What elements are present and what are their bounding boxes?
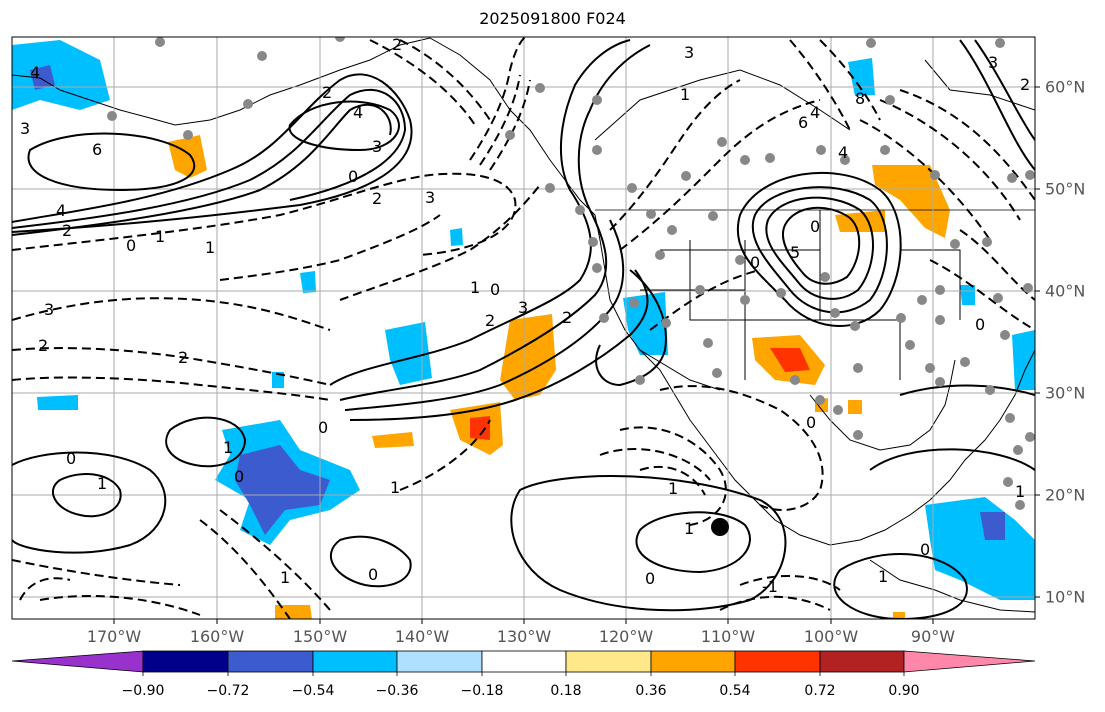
contour-label: 2 bbox=[485, 311, 495, 330]
dashed-contours bbox=[12, 37, 1035, 619]
contour-label: 1 bbox=[680, 85, 690, 104]
colorbar-tick-label: −0.54 bbox=[291, 683, 335, 699]
longitude-label: 140°W bbox=[394, 627, 450, 646]
station-dots bbox=[107, 37, 1035, 510]
colorbar-segment bbox=[819, 650, 905, 673]
colorbar-segment bbox=[565, 650, 652, 673]
contour-label: 1 bbox=[97, 474, 107, 493]
contour-label: 2 bbox=[322, 83, 332, 102]
colorbar-extend-high bbox=[903, 650, 1036, 673]
contour-label: 8 bbox=[855, 89, 865, 108]
contour-label: 2 bbox=[1020, 75, 1030, 94]
colorbar-tick-label: 0.54 bbox=[719, 683, 751, 699]
location-marker bbox=[711, 518, 729, 536]
colorbar-segment bbox=[650, 650, 736, 673]
colorbar-tick-label: −0.72 bbox=[206, 683, 250, 699]
latitude-label: 20°N bbox=[1045, 485, 1086, 505]
graticule bbox=[12, 37, 1035, 619]
contour-label: 6 bbox=[92, 140, 102, 159]
latitude-label: 50°N bbox=[1045, 179, 1086, 199]
contour-label: 5 bbox=[790, 243, 800, 262]
longitude-label: 130°W bbox=[496, 627, 552, 646]
contour-label: 0 bbox=[368, 565, 378, 584]
contour-label: 0 bbox=[318, 418, 328, 437]
latitude-label: 60°N bbox=[1045, 77, 1086, 97]
longitude-label: 110°W bbox=[700, 627, 756, 646]
colorbar-segment bbox=[734, 650, 821, 673]
contour-label: -1 bbox=[762, 577, 778, 596]
latitude-label: 30°N bbox=[1045, 383, 1086, 403]
colorbar-segment bbox=[396, 650, 483, 673]
contour-label: 4 bbox=[838, 143, 848, 162]
contour-label: 0 bbox=[645, 569, 655, 588]
contour-label: 0 bbox=[750, 253, 760, 272]
contour-label: 2 bbox=[392, 35, 402, 54]
colorbar-tick-label: 0.36 bbox=[635, 683, 667, 699]
colorbar-segment bbox=[227, 650, 314, 673]
contour-label: 2 bbox=[372, 189, 382, 208]
contour-label: 2 bbox=[562, 308, 572, 327]
contour-label: 3 bbox=[684, 43, 694, 62]
latitude-label: 40°N bbox=[1045, 281, 1086, 301]
contour-label: 4 bbox=[56, 201, 66, 220]
colorbar-segment bbox=[481, 650, 567, 673]
contour-label: 3 bbox=[44, 300, 54, 319]
contour-label: 1 bbox=[1015, 482, 1025, 501]
contour-label: 0 bbox=[348, 167, 358, 186]
solid-contours bbox=[12, 39, 1035, 619]
colorbar-segment bbox=[142, 650, 229, 673]
contour-label: 3 bbox=[988, 53, 998, 72]
contour-label: 6 bbox=[798, 113, 808, 132]
contour-label: 1 bbox=[205, 238, 215, 257]
contour-label: 4 bbox=[353, 103, 363, 122]
colorbar-segment bbox=[312, 650, 398, 673]
colorbar-tick-label: −0.90 bbox=[121, 683, 165, 699]
colorbar-extend-low bbox=[11, 650, 144, 673]
contour-label: 0 bbox=[234, 467, 244, 486]
contour-label: 2 bbox=[62, 221, 72, 240]
longitude-label: 120°W bbox=[598, 627, 654, 646]
longitude-label: 160°W bbox=[189, 627, 245, 646]
contour-label: 1 bbox=[668, 479, 678, 498]
contour-label: 0 bbox=[810, 217, 820, 236]
longitude-label: 170°W bbox=[86, 627, 142, 646]
coastlines bbox=[12, 37, 1035, 613]
contour-label: 1 bbox=[390, 478, 400, 497]
contour-label: 0 bbox=[920, 540, 930, 559]
contour-label: 3 bbox=[20, 119, 30, 138]
contour-label: 1 bbox=[280, 568, 290, 587]
colorbar-tick-label: 0.72 bbox=[804, 683, 836, 699]
colorbar bbox=[11, 650, 1036, 676]
contour-label: 2 bbox=[178, 348, 188, 367]
colorbar-tick-label: 0.90 bbox=[888, 683, 920, 699]
contour-label: 4 bbox=[30, 63, 40, 82]
axis-ticks bbox=[113, 86, 1040, 624]
contour-label: 1 bbox=[684, 519, 694, 538]
contour-label: 1 bbox=[155, 227, 165, 246]
contour-label: 1 bbox=[470, 278, 480, 297]
latitude-label: 10°N bbox=[1045, 587, 1086, 607]
contour-label: 3 bbox=[425, 188, 435, 207]
contour-label: 1 bbox=[223, 438, 233, 457]
contour-label: 0 bbox=[66, 449, 76, 468]
contour-label: 0 bbox=[975, 315, 985, 334]
colorbar-tick-label: −0.18 bbox=[460, 683, 504, 699]
contour-label: 0 bbox=[126, 236, 136, 255]
contour-labels: 4 3 2 4 3 6 0 2 3 4 2 0 1 1 3 2 2 1 0 3 … bbox=[20, 35, 1030, 596]
longitude-label: 100°W bbox=[803, 627, 859, 646]
colorbar-tick-label: −0.36 bbox=[375, 683, 419, 699]
contour-label: 3 bbox=[372, 137, 382, 156]
contour-label: 0 bbox=[490, 280, 500, 299]
longitude-label: 90°W bbox=[910, 627, 956, 646]
contour-label: 1 bbox=[878, 567, 888, 586]
colorbar-tick-label: 0.18 bbox=[550, 683, 582, 699]
longitude-label: 150°W bbox=[292, 627, 348, 646]
contour-label: 4 bbox=[810, 103, 820, 122]
contour-label: 0 bbox=[806, 413, 816, 432]
contour-label: 3 bbox=[518, 298, 528, 317]
contour-label: 2 bbox=[38, 336, 48, 355]
shaded-fields bbox=[12, 40, 1035, 619]
map-title: 2025091800 F024 bbox=[479, 9, 626, 28]
